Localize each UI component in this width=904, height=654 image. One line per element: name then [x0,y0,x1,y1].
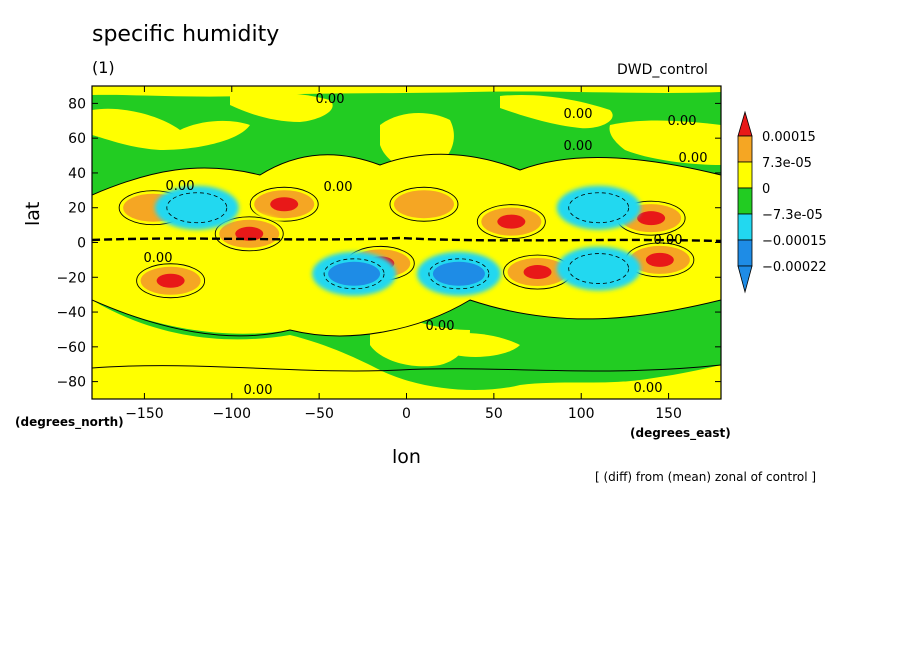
colorbar-label: 7.3e-05 [762,156,812,171]
y-tick-label: 20 [68,201,86,217]
x-tick-label: 100 [568,406,595,422]
positive-anomaly-region [439,333,520,357]
negative-anomaly-cell [416,251,501,296]
colorbar-band [737,187,753,215]
y-tick-label: 60 [68,131,86,147]
zero-contour [92,299,721,337]
positive-anomaly-region [230,92,333,122]
contour-label: 0.00 [634,381,663,396]
contour-label: 0.00 [166,179,195,194]
footnote: [ (diff) from (mean) zonal of control ] [595,470,817,484]
positive-anomaly-cell [383,184,464,225]
negative-anomaly-cell [556,246,641,291]
positive-anomaly-cell [497,252,578,293]
x-tick-label: −100 [213,406,251,422]
colorbar-band [737,161,753,189]
contour-label: 0.00 [679,151,708,166]
colorbar-band [737,239,753,267]
plot-area: 0.00 0.00 0.00 0.00 0.00 0.00 0.00 0.00 0.00 0.00… [92,86,721,399]
x-tick-label: 150 [655,406,682,422]
negative-anomaly-cell [154,185,239,230]
x-axis-label: lon [392,446,421,468]
y-tick-label: 40 [68,166,86,182]
contour-label: 0.00 [426,319,455,334]
positive-anomaly-region [609,120,721,165]
x-tick-label: 0 [402,406,411,422]
x-axis: −150 −100 −50 0 50 100 150 [125,86,682,422]
x-tick-label: −150 [125,406,163,422]
x-tick-label: −50 [304,406,334,422]
colorbar-label: 0.00015 [762,130,816,145]
negative-anomaly-cell [312,251,397,296]
positive-anomaly-cell [130,260,211,301]
zero-contour [92,153,721,196]
contour-label: 0.00 [564,107,593,122]
y-tick-label: −20 [56,270,86,286]
y-axis-unit: (degrees_north) [15,415,124,429]
colorbar: 0.00015 7.3e-05 0 −7.3e-05 −0.00015 −0.00022 [737,110,827,294]
positive-anomaly-cell [244,184,325,225]
positive-anomaly-cell [471,201,552,242]
positive-anomaly-region [380,113,454,171]
colorbar-band [737,135,753,163]
positive-anomaly-cell [209,213,290,254]
positive-anomaly-region [500,94,613,129]
colorbar-label: −0.00022 [762,260,827,275]
y-tick-label: −60 [56,340,86,356]
y-tick-label: 80 [68,96,86,112]
contour-label: 0.00 [654,233,683,248]
run-label: DWD_control [617,62,708,78]
equator-contour-band [92,236,721,243]
x-axis-unit: (degrees_east) [630,426,731,440]
positive-anomaly-region [92,108,250,150]
positive-anomaly-region [92,300,721,399]
colorbar-label: −7.3e-05 [762,208,823,223]
x-tick-label: 50 [485,406,503,422]
contour-label: 0.00 [316,92,345,107]
colorbar-extend-bottom [737,265,753,294]
y-tick-label: −80 [56,375,86,391]
colorbar-band [737,213,753,241]
y-tick-label: −40 [56,305,86,321]
colorbar-label: 0 [762,182,770,197]
contour-label: 0.00 [144,251,173,266]
negative-anomaly-cell [556,185,641,230]
colorbar-label: −0.00015 [762,234,827,249]
y-axis: −80 −60 −40 −20 0 20 40 60 80 [56,96,721,391]
contour-label: 0.00 [564,139,593,154]
chart-subtitle: (1) [92,58,115,77]
contour-label: 0.00 [668,114,697,129]
contour-label: 0.00 [244,383,273,398]
y-tick-label: 0 [77,236,86,252]
colorbar-extend-top [737,110,753,137]
positive-anomaly-region [370,300,470,367]
contour-label: 0.00 [324,180,353,195]
zero-contour [92,364,721,372]
chart-title: specific humidity [92,22,280,47]
